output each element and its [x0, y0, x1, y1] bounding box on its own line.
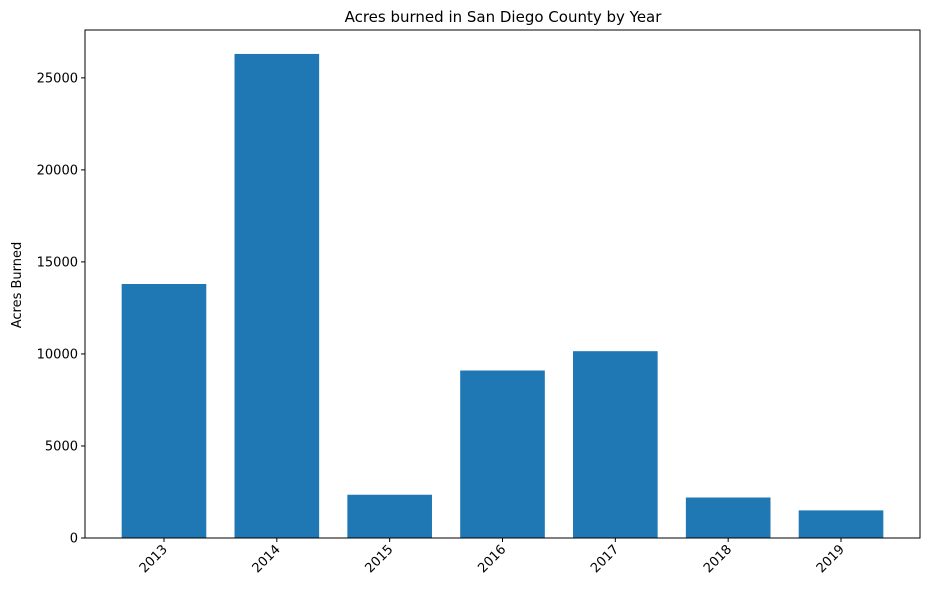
y-tick-label-10000: 10000	[37, 347, 78, 362]
bar-2019	[798, 510, 884, 538]
y-tick-label-5000: 5000	[45, 439, 78, 454]
x-tick-label-2016: 2016	[475, 542, 509, 576]
y-tick-label-0: 0	[70, 532, 78, 547]
y-tick-label-15000: 15000	[37, 255, 78, 270]
bar-2015	[347, 494, 432, 538]
plot-area: 0 5000 10000 15000 20000 25000 2013 2014 2015 201…	[37, 29, 921, 576]
y-tick-label-25000: 25000	[37, 71, 78, 86]
bar-2014	[234, 53, 320, 539]
x-tick-label-2018: 2018	[701, 542, 735, 576]
x-tick-label-2013: 2013	[137, 542, 171, 576]
bar-2013	[121, 284, 207, 538]
bar-2018	[685, 497, 771, 538]
bar-2017	[573, 351, 658, 538]
y-axis-title: Acres Burned	[10, 242, 25, 329]
x-tick-label-2014: 2014	[250, 542, 284, 576]
chart-title: Acres burned in San Diego County by Year	[345, 8, 663, 26]
x-tick-label-2015: 2015	[362, 542, 396, 576]
y-tick-label-20000: 20000	[37, 163, 78, 178]
x-tick-label-2019: 2019	[814, 542, 848, 576]
bar-2016	[460, 370, 545, 538]
x-tick-label-2017: 2017	[588, 542, 622, 576]
